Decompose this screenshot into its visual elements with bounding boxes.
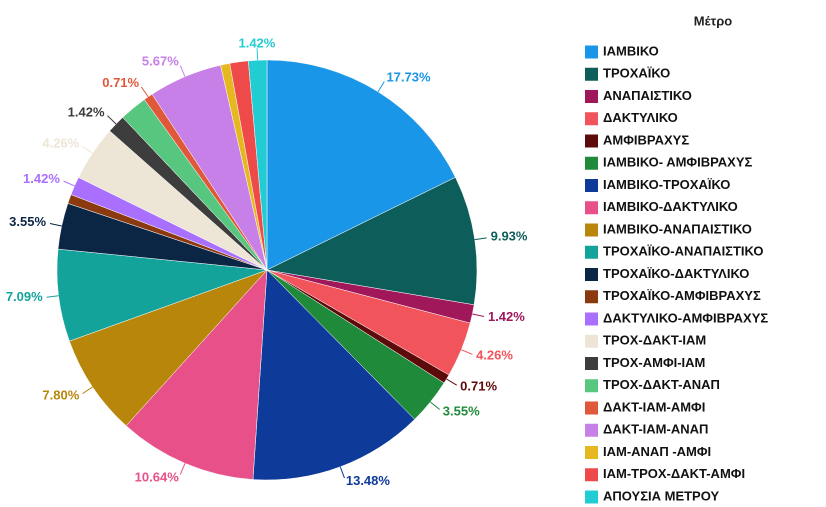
legend-swatch	[585, 446, 598, 459]
data-label: 1.42%	[488, 309, 525, 324]
data-label: 3.55%	[443, 403, 480, 418]
legend-swatch	[585, 45, 598, 59]
pie-slice	[69, 269, 268, 427]
leader-line	[461, 349, 473, 355]
legend-swatch	[585, 90, 598, 103]
leader-line	[474, 237, 487, 241]
legend-swatch	[585, 134, 598, 148]
data-label: 7.09%	[6, 289, 43, 304]
legend-label: ΑΠΟΥΣΙΑ ΜΕΤΡΟΥ	[603, 488, 719, 503]
pie-slice	[266, 176, 478, 306]
leader-line	[49, 222, 62, 227]
legend-label: ΤΡΟΧ-ΔΑΚΤ-ΑΝΑΠ	[603, 377, 720, 392]
data-label: 17.73%	[386, 70, 431, 85]
legend-swatch	[585, 201, 598, 215]
legend-label: ΔΑΚΤΥΛΙΚΟ-ΑΜΦΙΒΡΑΧΥΣ	[603, 310, 768, 325]
legend-label: ΤΡΟΧ-ΑΜΦΙ-ΙΑΜ	[603, 355, 705, 370]
leader-line	[472, 313, 485, 318]
legend-swatch	[585, 290, 598, 304]
legend-label: ΙΑΜΒΙΚΟ	[603, 43, 659, 58]
legend-label: ΤΡΟΧΑΪΚΟ	[603, 66, 670, 81]
data-label: 4.26%	[42, 136, 79, 151]
data-label: 0.71%	[460, 379, 497, 394]
leader-line	[446, 378, 458, 386]
legend-label: ΙΑΜΒΙΚΟ-ΔΑΚΤΥΛΙΚΟ	[603, 199, 738, 214]
legend-label: ΑΜΦΙΒΡΑΧΥΣ	[603, 132, 689, 147]
legend-swatch	[585, 223, 598, 237]
legend-label: ΤΡΟΧΑΪΚΟ-ΑΜΦΙΒΡΑΧΥΣ	[603, 288, 761, 303]
legend-title: Μέτρο	[694, 13, 733, 28]
legend-swatch	[585, 334, 598, 348]
leader-line	[430, 401, 441, 410]
data-label: 1.42%	[68, 104, 105, 119]
legend-label: ΔΑΚΤ-ΙΑΜ-ΑΜΦΙ	[603, 399, 705, 414]
legend-label: ΙΑΜΒΙΚΟ-ΤΡΟΧΑΪΚΟ	[603, 177, 730, 192]
leader-line	[140, 86, 149, 98]
data-label: 0.71%	[102, 75, 139, 90]
data-label: 10.64%	[135, 470, 180, 485]
legend-label: ΙΑΜΒΙΚΟ-ΑΝΑΠΑΙΣΤΙΚΟ	[603, 221, 752, 236]
data-label: 3.55%	[9, 214, 46, 229]
legend-label: ΤΡΟΧΑΪΚΟ-ΔΑΚΤΥΛΙΚΟ	[603, 266, 749, 281]
legend-label: ΤΡΟΧΑΪΚΟ-ΑΝΑΠΑΙΣΤΙΚΟ	[603, 244, 763, 259]
legend-swatch	[585, 179, 598, 192]
legend-label: ΙΑΜΒΙΚΟ- ΑΜΦΙΒΡΑΧΥΣ	[603, 155, 753, 170]
legend-swatch	[585, 357, 598, 370]
legend-swatch	[585, 468, 598, 482]
legend-label: ΔΑΚΤΥΛΙΚΟ	[603, 110, 678, 125]
legend-label: ΔΑΚΤ-ΙΑΜ-ΑΝΑΠ	[603, 422, 708, 437]
legend-swatch	[585, 379, 598, 393]
leader-line	[179, 65, 186, 77]
data-label: 1.42%	[238, 36, 275, 51]
pie-slice	[252, 269, 416, 481]
legend-label: ΙΑΜ-ΤΡΟΧ-ΔΑΚΤ-ΑΜΦΙ	[603, 466, 745, 481]
leader-line	[63, 180, 75, 187]
legend-swatch	[585, 245, 598, 259]
legend-label: ΙΑΜ-ΑΝΑΠ -ΑΜΦΙ	[603, 444, 711, 459]
legend-label: ΤΡΟΧ-ΔΑΚΤ-ΙΑΜ	[603, 333, 706, 348]
data-label: 9.93%	[491, 229, 528, 244]
data-label: 5.67%	[142, 53, 179, 68]
leader-line	[256, 48, 259, 61]
data-label: 13.48%	[346, 473, 391, 488]
legend-swatch	[585, 490, 598, 504]
leader-line	[82, 146, 93, 154]
pie-slice	[248, 59, 268, 271]
legend-swatch	[585, 312, 598, 326]
data-label: 7.80%	[42, 387, 79, 402]
legend-swatch	[585, 67, 598, 81]
leader-line	[179, 463, 186, 475]
legend-swatch	[585, 268, 598, 281]
leader-line	[339, 466, 345, 479]
legend-swatch	[585, 156, 598, 170]
legend-swatch	[585, 401, 598, 415]
leader-line	[107, 115, 117, 125]
leader-line	[82, 386, 93, 395]
data-label: 4.26%	[476, 347, 513, 362]
leader-line	[46, 295, 59, 298]
data-label: 1.42%	[23, 171, 60, 186]
legend-label: ΑΝΑΠΑΙΣΤΙΚΟ	[603, 88, 692, 103]
leader-line	[377, 81, 385, 92]
legend-swatch	[585, 112, 598, 126]
legend-swatch	[585, 423, 598, 437]
